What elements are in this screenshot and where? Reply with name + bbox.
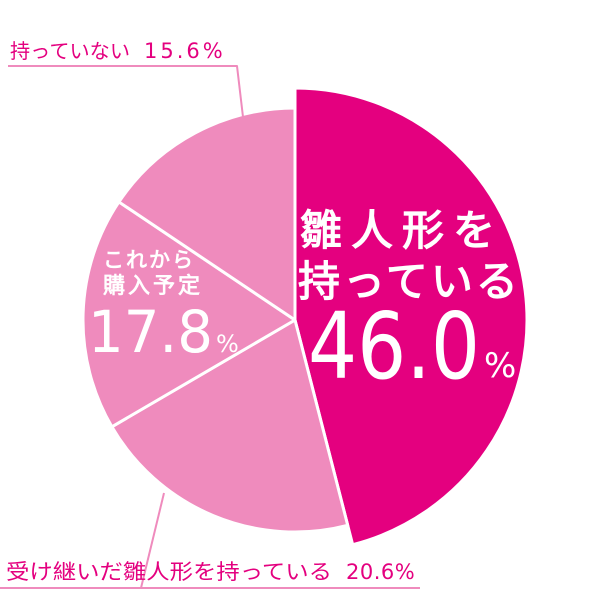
pie-slice-1 xyxy=(110,318,350,534)
slice-not-own-label: 持っていない xyxy=(10,39,130,63)
slice-owns-unit: % xyxy=(484,346,516,386)
slice-inherited-unit: % xyxy=(395,560,415,584)
slice-owns-value: 46.0 xyxy=(308,293,480,400)
pie-slice-2 xyxy=(81,200,297,429)
leader-line-inherited xyxy=(140,492,165,589)
slice-inherited-value: 20.6 xyxy=(346,560,395,584)
slice-plan-label-line-1: これから xyxy=(103,248,195,272)
slice-owns-label-line-2: 持っている xyxy=(298,257,521,306)
slice-plan-unit: % xyxy=(216,330,239,358)
slice-plan-label-line-2: 購入予定 xyxy=(103,273,203,299)
slice-inherited-label: 受け継いだ雛人形を持っている xyxy=(6,560,332,584)
pie-slice-0 xyxy=(293,86,529,547)
slice-owns-label-line-1: 雛人形を xyxy=(300,206,504,255)
leader-line-not-own xyxy=(8,65,244,118)
slice-inherited-value-group: 20.6% xyxy=(346,560,415,584)
pie-slices xyxy=(81,86,529,547)
slice-plan-value: 17.8 xyxy=(88,298,213,366)
pie-slice-3 xyxy=(117,106,297,322)
slice-not-own-value-group: 15.6% xyxy=(144,39,226,63)
slice-not-own-unit: % xyxy=(203,39,226,63)
slice-not-own-value: 15.6 xyxy=(144,39,203,63)
